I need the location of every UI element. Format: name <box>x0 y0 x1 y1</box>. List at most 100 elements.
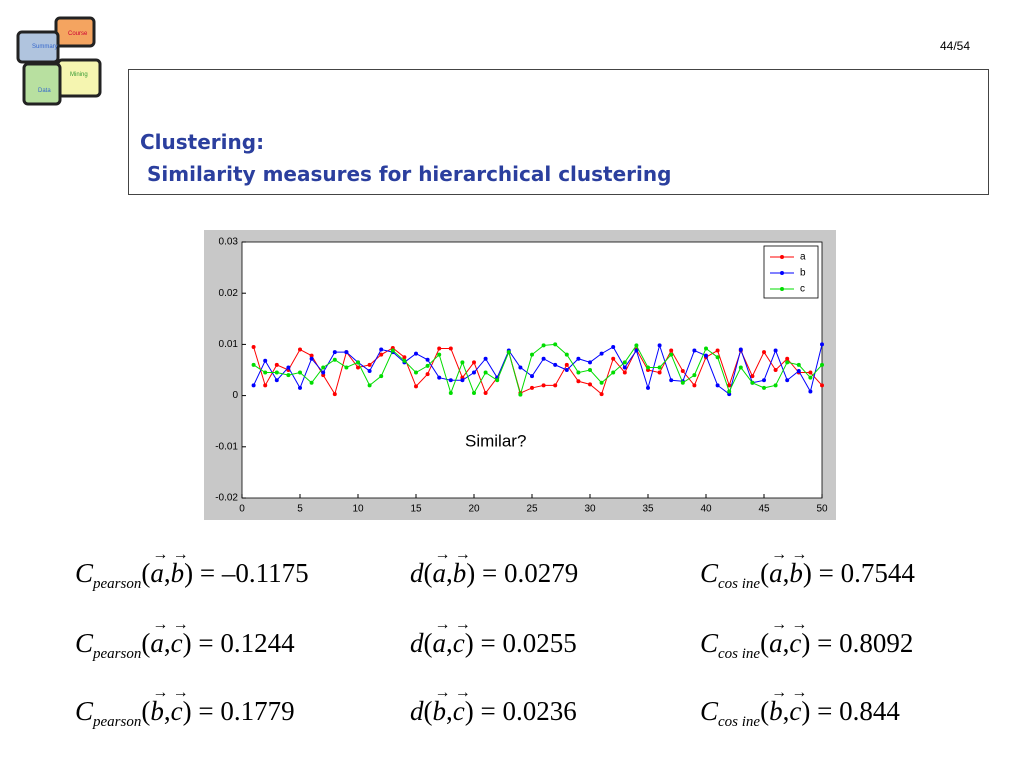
point <box>286 373 291 378</box>
point <box>750 380 755 385</box>
formula-equals: = <box>480 628 496 658</box>
formula-open: ( <box>141 628 151 658</box>
point <box>564 368 569 372</box>
title-line: Clustering: <box>140 130 265 154</box>
point <box>483 391 488 396</box>
formula-comma: , <box>163 628 171 658</box>
point <box>425 363 430 368</box>
point <box>611 356 616 361</box>
point <box>356 360 360 365</box>
point <box>274 370 279 375</box>
point <box>367 383 372 388</box>
point <box>344 365 349 370</box>
point <box>704 353 708 358</box>
point <box>808 370 813 375</box>
point <box>367 362 372 367</box>
formula-open: ( <box>141 558 151 588</box>
y-tick-label: 0.01 <box>219 339 239 350</box>
title-box: Clustering: Similarity measures for hier… <box>128 69 989 195</box>
puzzle-piece <box>16 30 60 64</box>
point <box>472 370 476 375</box>
formula-open: ( <box>423 696 433 726</box>
point <box>634 348 639 353</box>
point <box>553 383 558 388</box>
formula-close: ) <box>464 696 474 726</box>
formula-sub: cos ine <box>718 646 761 662</box>
point <box>750 374 755 379</box>
formula-open: ( <box>760 558 770 588</box>
point <box>553 342 558 347</box>
point <box>576 370 581 375</box>
formula-name: C <box>75 558 94 588</box>
chart: -0.02 -0.01 0 0.01 0.02 0.03 0 5 10 15 20 25 30 35 40 4… <box>204 230 836 520</box>
formula-open: ( <box>423 558 433 588</box>
point <box>785 360 790 365</box>
point <box>680 380 685 385</box>
formula-sub: cos ine <box>718 576 761 592</box>
point <box>588 382 592 387</box>
formula-equals: = <box>482 558 498 588</box>
formula-v: c <box>171 684 189 727</box>
formula-close: ) <box>802 558 812 588</box>
formula-value: –0.1175 <box>221 558 309 588</box>
point <box>738 365 743 370</box>
formula-name: C <box>700 628 719 658</box>
formula-equals: = <box>480 696 496 726</box>
formula-comma: , <box>163 558 171 588</box>
point <box>762 350 766 355</box>
point <box>309 353 314 358</box>
legend-label: a <box>800 252 806 263</box>
point <box>634 343 639 348</box>
point <box>309 356 314 361</box>
point <box>646 365 650 370</box>
point <box>414 384 418 389</box>
point <box>785 378 790 383</box>
formula-close: ) <box>801 696 811 726</box>
point <box>356 365 360 370</box>
formula-close: ) <box>466 558 476 588</box>
formula-equals: = <box>198 696 214 726</box>
logo: Course Summary Mining Data <box>16 16 102 106</box>
logo-label: Course <box>68 31 88 37</box>
point <box>541 383 546 388</box>
formula-u: a <box>150 616 167 659</box>
formula-u: a <box>150 546 167 589</box>
point <box>437 346 442 351</box>
formula: d(a,b) = 0.0279 <box>410 546 579 589</box>
formula-value: 0.0279 <box>503 558 579 588</box>
point <box>448 346 453 351</box>
formula-close: ) <box>801 628 811 658</box>
point <box>332 350 337 355</box>
point <box>715 355 720 360</box>
point <box>402 355 407 360</box>
point <box>785 356 790 361</box>
point <box>796 362 801 367</box>
formula-close: ) <box>464 628 474 658</box>
series-line <box>253 343 823 395</box>
formula-close: ) <box>184 558 194 588</box>
y-tick-label: 0 <box>232 390 238 401</box>
formula-u: b <box>769 684 786 727</box>
point <box>541 343 546 348</box>
formula-open: ( <box>141 696 151 726</box>
formula-u: a <box>433 616 450 659</box>
point <box>483 356 488 361</box>
formula-v: b <box>453 546 470 589</box>
point <box>541 356 546 361</box>
x-tick-label: 5 <box>297 504 303 515</box>
point <box>298 370 302 375</box>
formula: d(b,c) = 0.0236 <box>410 684 577 727</box>
formula-equals: = <box>198 628 214 658</box>
point <box>669 352 674 357</box>
formula: Ccos ine(a,c) = 0.8092 <box>700 616 913 663</box>
series-line <box>253 343 823 397</box>
point <box>530 352 534 357</box>
point <box>251 362 256 367</box>
point <box>657 365 662 370</box>
point <box>298 385 302 390</box>
point <box>518 365 523 370</box>
point <box>251 344 256 349</box>
point <box>564 352 569 357</box>
formula-v: b <box>171 546 188 589</box>
formula-v: c <box>453 616 471 659</box>
